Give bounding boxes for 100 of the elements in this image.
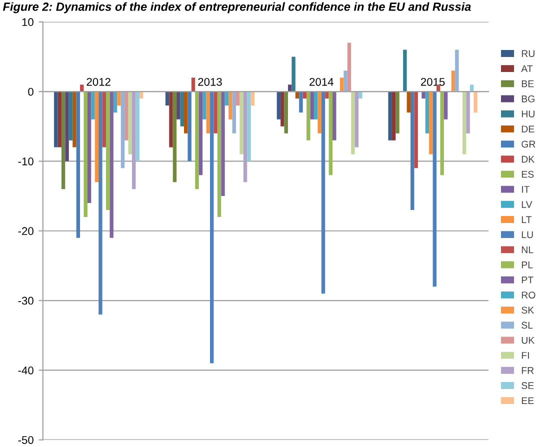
legend-label: SK bbox=[522, 306, 534, 314]
bar bbox=[124, 92, 128, 140]
bar bbox=[318, 92, 322, 134]
bar bbox=[84, 92, 88, 217]
legend-label: FI bbox=[522, 352, 529, 359]
bar bbox=[243, 92, 248, 182]
bar bbox=[347, 42, 352, 92]
bar bbox=[422, 92, 426, 99]
bar bbox=[236, 92, 240, 106]
bar bbox=[406, 92, 411, 112]
bar bbox=[247, 92, 251, 162]
y-tick-label: -50 bbox=[18, 436, 34, 444]
bar bbox=[240, 92, 244, 154]
bar bbox=[388, 92, 392, 140]
legend-label: DE bbox=[522, 126, 534, 132]
bar bbox=[425, 92, 430, 134]
bar bbox=[351, 92, 355, 154]
legend-label: FR bbox=[522, 367, 534, 374]
bar bbox=[58, 92, 62, 148]
y-tick-label: 0 bbox=[28, 88, 34, 96]
bar bbox=[325, 92, 329, 99]
bar bbox=[451, 70, 456, 92]
legend-label: EE bbox=[522, 397, 534, 404]
x-tick-label: 2013 bbox=[198, 78, 222, 86]
bar bbox=[440, 92, 444, 176]
bar bbox=[224, 92, 229, 106]
bar bbox=[292, 56, 296, 92]
bar bbox=[314, 92, 318, 120]
bar bbox=[455, 50, 459, 92]
legend-label: PL bbox=[522, 262, 533, 268]
y-tick-label: -20 bbox=[18, 227, 34, 236]
legend-label: DK bbox=[522, 156, 535, 163]
bar bbox=[221, 92, 225, 196]
bar bbox=[72, 92, 76, 148]
legend-label: SL bbox=[522, 322, 533, 329]
bar bbox=[462, 92, 466, 154]
legend-label: RO bbox=[522, 292, 536, 298]
x-tick-label: 2015 bbox=[420, 78, 445, 86]
legend-label: IT bbox=[522, 186, 530, 193]
legend-label: BE bbox=[522, 80, 534, 88]
bar bbox=[68, 92, 73, 140]
legend-label: NL bbox=[522, 246, 534, 254]
bar bbox=[128, 92, 132, 154]
legend-label: GR bbox=[522, 140, 536, 148]
bar bbox=[54, 92, 58, 148]
bar bbox=[217, 92, 222, 217]
x-tick-label: 2012 bbox=[86, 78, 110, 86]
bar bbox=[354, 92, 359, 148]
bar bbox=[132, 92, 136, 190]
bar bbox=[195, 92, 199, 190]
bar bbox=[284, 92, 288, 134]
bar bbox=[98, 92, 102, 314]
y-tick-label: 10 bbox=[22, 18, 34, 26]
legend-label: BG bbox=[522, 95, 534, 102]
bar bbox=[198, 92, 203, 176]
bar bbox=[228, 92, 232, 120]
bar bbox=[276, 92, 281, 120]
x-tick-label: 2014 bbox=[310, 78, 334, 86]
bar bbox=[113, 92, 118, 112]
bar bbox=[136, 92, 140, 162]
bar bbox=[280, 92, 284, 126]
bar bbox=[76, 92, 80, 238]
bar bbox=[172, 92, 177, 182]
bar bbox=[210, 92, 214, 364]
y-tick-label: -40 bbox=[18, 366, 34, 374]
bar bbox=[250, 92, 255, 106]
legend-label: SE bbox=[522, 382, 534, 390]
bar bbox=[340, 78, 344, 92]
bar bbox=[102, 92, 106, 148]
bar bbox=[91, 92, 95, 120]
bar bbox=[61, 92, 66, 190]
legend-label: AT bbox=[521, 65, 533, 72]
y-tick-label: -10 bbox=[18, 157, 34, 166]
legend-label: LU bbox=[522, 231, 533, 238]
bar bbox=[332, 92, 336, 140]
legend-label: LV bbox=[522, 201, 532, 208]
chart-title: Figure 2: Dynamics of the index of entrepreneurial confidence in the EU and Russia bbox=[2, 2, 471, 14]
bar bbox=[299, 92, 303, 112]
bar bbox=[466, 92, 470, 134]
legend-label: UK bbox=[522, 336, 535, 344]
legend-label: HU bbox=[522, 110, 534, 118]
bar bbox=[117, 92, 121, 106]
bar bbox=[414, 92, 418, 168]
legend-label: LT bbox=[522, 216, 532, 223]
bar bbox=[232, 92, 236, 134]
legend-label: ES bbox=[522, 170, 534, 178]
bar bbox=[396, 92, 400, 134]
y-tick-label: -30 bbox=[18, 296, 34, 305]
bar bbox=[120, 92, 125, 168]
bar bbox=[206, 92, 210, 134]
bar bbox=[410, 92, 414, 210]
bar bbox=[191, 78, 196, 92]
bar bbox=[184, 92, 188, 134]
bar bbox=[110, 92, 114, 238]
bar bbox=[87, 92, 92, 204]
bar bbox=[310, 92, 314, 120]
bar bbox=[94, 92, 99, 182]
bar bbox=[328, 92, 333, 176]
bar bbox=[214, 92, 218, 134]
bar bbox=[169, 92, 173, 148]
